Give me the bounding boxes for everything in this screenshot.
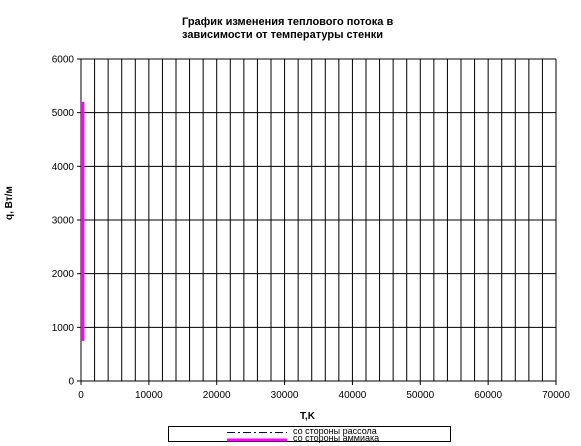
x-tick-label: 10000 xyxy=(135,390,163,401)
x-tick-label: 50000 xyxy=(406,390,434,401)
y-tick-label: 0 xyxy=(68,377,74,388)
x-axis-label: T,K xyxy=(300,411,315,422)
legend-swatch-ammonia xyxy=(227,438,287,442)
legend-swatch-brine xyxy=(227,432,287,433)
legend-label-brine: со стороны рассола xyxy=(293,426,377,436)
y-tick-label: 5000 xyxy=(52,108,75,119)
legend: со стороны рассола со стороны аммиака xyxy=(168,426,451,443)
x-tick-label: 20000 xyxy=(203,390,231,401)
y-tick-label: 6000 xyxy=(52,55,75,66)
y-tick-label: 4000 xyxy=(52,162,75,173)
legend-label-ammonia: со стороны аммиака xyxy=(293,433,380,443)
x-tick-label: 60000 xyxy=(474,390,502,401)
x-tick-label: 30000 xyxy=(271,390,299,401)
y-tick-label: 1000 xyxy=(52,323,75,334)
x-tick-label: 0 xyxy=(78,390,84,401)
x-tick-label: 40000 xyxy=(339,390,367,401)
y-tick-label: 3000 xyxy=(52,216,75,227)
x-tick-label: 70000 xyxy=(542,390,570,401)
y-tick-label: 2000 xyxy=(52,269,75,280)
chart-title: График изменения теплового потока в зави… xyxy=(182,16,394,41)
legend-item-ammonia: со стороны аммиака xyxy=(169,433,450,443)
legend-item-brine: со стороны рассола xyxy=(169,426,450,436)
y-axis-label: q, Вт/м xyxy=(4,186,15,220)
